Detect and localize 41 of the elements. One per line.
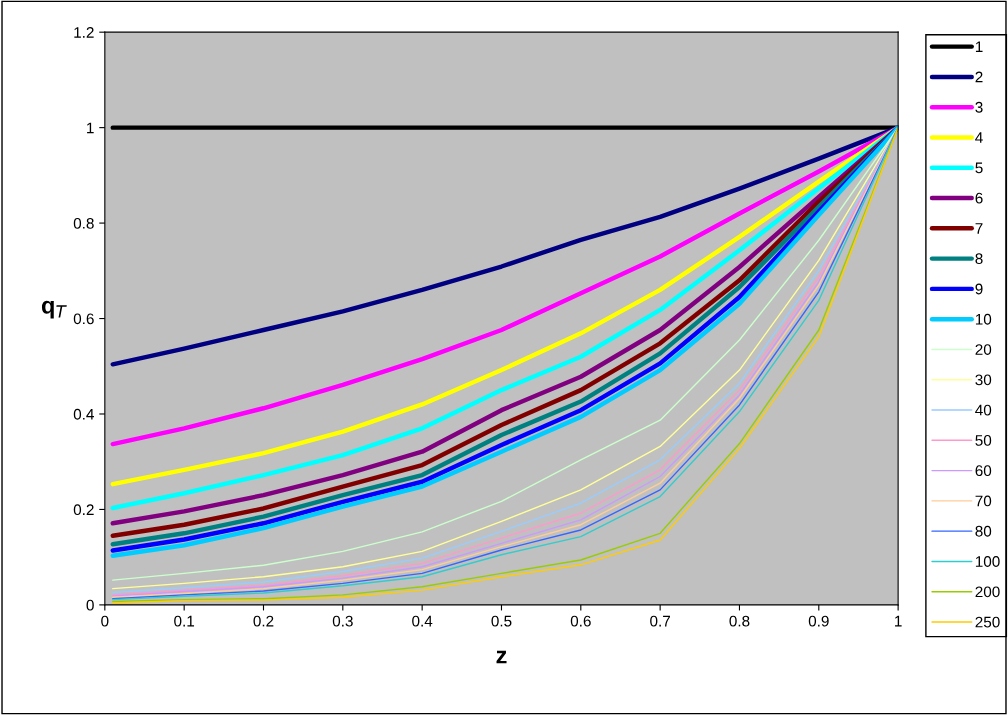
legend-label: 250 bbox=[975, 616, 1000, 628]
x-axis-title: z bbox=[496, 650, 507, 664]
legend-label: 3 bbox=[975, 101, 983, 113]
x-tick-label: 0.6 bbox=[570, 615, 591, 627]
x-tick-label: 0.1 bbox=[174, 615, 195, 627]
legend-label: 5 bbox=[975, 162, 983, 174]
legend-label: 80 bbox=[975, 525, 992, 537]
legend-label: 60 bbox=[975, 465, 992, 477]
y-tick-label: 1 bbox=[87, 122, 94, 134]
legend-label: 2 bbox=[975, 71, 983, 83]
x-tick-label: 0.2 bbox=[253, 615, 274, 627]
legend-label: 20 bbox=[975, 344, 992, 355]
legend-label: 40 bbox=[975, 404, 992, 416]
x-tick-label: 0.7 bbox=[650, 615, 670, 627]
y-tick-label: 1.2 bbox=[74, 27, 94, 38]
legend-label: 10 bbox=[975, 313, 992, 325]
y-tick-label: 0.6 bbox=[73, 313, 94, 325]
legend-label: 70 bbox=[975, 495, 992, 507]
legend-label: 4 bbox=[975, 132, 983, 143]
y-axis-title: q$_{T}$ bbox=[41, 300, 67, 319]
line-series bbox=[110, 125, 899, 367]
legend-label: 200 bbox=[975, 586, 1000, 598]
legend-label: 7 bbox=[975, 223, 983, 234]
y-tick-label: 0.8 bbox=[73, 217, 94, 229]
y-tick-label: 0.4 bbox=[73, 408, 94, 420]
x-tick-label: 0.9 bbox=[808, 615, 829, 627]
x-tick-label: 0.5 bbox=[491, 615, 512, 627]
legend-label: 9 bbox=[975, 283, 983, 295]
x-tick-label: 0 bbox=[101, 615, 109, 627]
x-tick-label: 0.8 bbox=[729, 615, 750, 627]
legend-label: 1 bbox=[975, 41, 983, 52]
legend-label: 100 bbox=[975, 556, 1000, 567]
x-tick-label: 0.3 bbox=[332, 615, 353, 627]
legend-label: 6 bbox=[975, 192, 983, 204]
y-tick-label: 0.2 bbox=[73, 504, 94, 516]
legend-label: 50 bbox=[975, 434, 992, 446]
x-tick-label: 1 bbox=[895, 615, 902, 627]
legend-label: 8 bbox=[975, 253, 983, 265]
x-tick-label: 0.4 bbox=[412, 615, 433, 627]
legend-label: 30 bbox=[975, 374, 992, 386]
y-tick-label: 0 bbox=[86, 599, 94, 611]
